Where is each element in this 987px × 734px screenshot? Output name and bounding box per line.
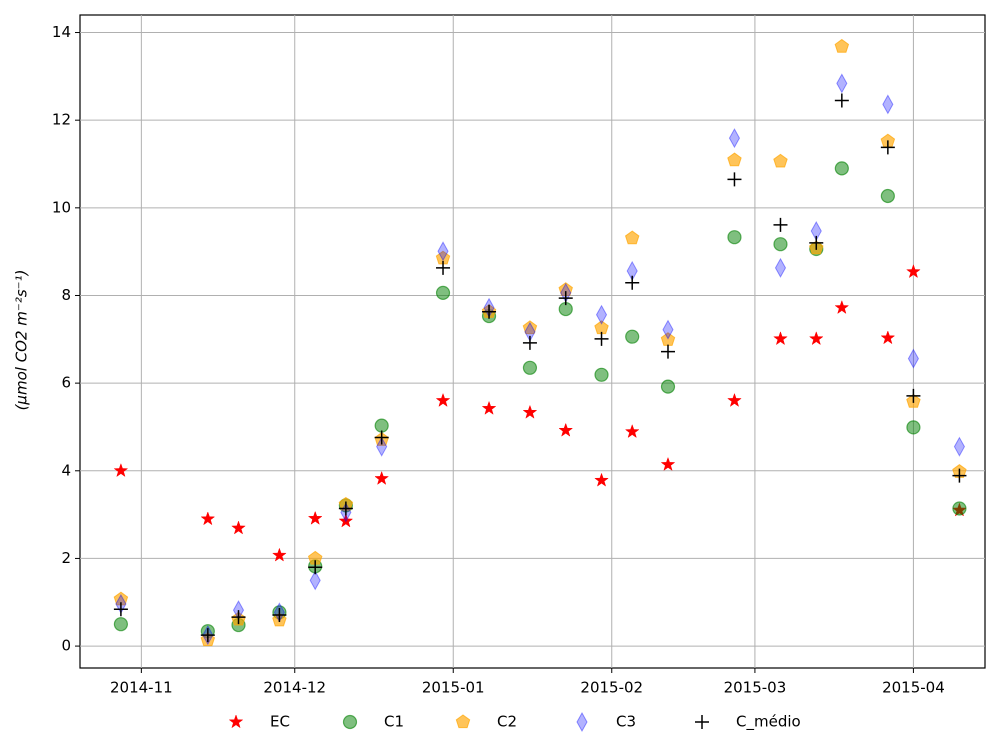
y-tick-label: 2	[61, 549, 71, 567]
point	[952, 501, 967, 516]
y-tick-label: 10	[52, 198, 71, 216]
y-axis-label: (μmol CO2 m⁻²s⁻¹)	[13, 270, 31, 411]
point	[727, 230, 742, 245]
y-tick-label: 6	[61, 374, 71, 392]
point	[374, 470, 390, 485]
legend-label: C_médio	[736, 713, 801, 732]
point	[307, 510, 323, 525]
legend-label: EC	[270, 713, 290, 731]
y-tick-label: 8	[61, 286, 71, 304]
point	[522, 320, 538, 335]
legend-marker	[695, 715, 709, 729]
point	[200, 628, 215, 643]
point	[338, 501, 353, 516]
point	[906, 264, 921, 279]
point	[836, 73, 848, 94]
x-tick-label: 2015-01	[422, 679, 485, 697]
point	[435, 285, 451, 300]
point	[594, 367, 609, 382]
point	[880, 140, 895, 155]
point	[437, 241, 449, 262]
point	[952, 468, 967, 483]
point	[558, 291, 573, 306]
point	[482, 304, 497, 319]
legend-label: C1	[384, 713, 404, 731]
point	[624, 424, 640, 439]
point	[660, 379, 676, 394]
point	[727, 172, 742, 187]
point	[113, 602, 128, 617]
point	[625, 329, 640, 344]
legend-label: C3	[616, 713, 636, 731]
point	[727, 392, 742, 407]
point	[773, 331, 788, 346]
point	[907, 348, 919, 369]
point	[880, 330, 896, 345]
legend-marker	[576, 711, 588, 733]
point	[436, 260, 451, 275]
point	[906, 388, 921, 403]
point	[834, 93, 849, 108]
point	[308, 560, 323, 575]
point	[662, 319, 674, 340]
point	[595, 304, 608, 325]
point	[231, 520, 246, 535]
point	[522, 335, 537, 350]
x-tick-label: 2015-04	[882, 679, 945, 697]
point	[834, 299, 850, 315]
point	[272, 547, 287, 562]
point	[594, 331, 609, 346]
point	[773, 237, 788, 252]
legend-marker	[342, 714, 358, 730]
point	[773, 153, 788, 168]
point	[594, 472, 609, 487]
x-tick-label: 2014-11	[110, 679, 173, 697]
x-tick-label: 2015-02	[580, 679, 643, 697]
point	[880, 188, 895, 204]
point	[953, 436, 966, 457]
point	[660, 456, 676, 471]
point	[727, 152, 742, 167]
point	[834, 38, 850, 53]
point	[272, 607, 287, 622]
legend-label: C2	[497, 713, 517, 731]
x-tick-label: 2015-03	[724, 679, 787, 697]
point	[774, 257, 787, 278]
point	[808, 331, 824, 346]
y-tick-label: 12	[52, 111, 71, 129]
point	[522, 404, 538, 419]
point	[728, 128, 741, 149]
point	[882, 94, 894, 115]
y-tick-label: 4	[61, 461, 71, 479]
point	[558, 301, 573, 317]
point	[113, 617, 129, 632]
point	[200, 511, 216, 526]
legend-marker	[455, 714, 471, 729]
point	[113, 463, 129, 478]
point	[522, 360, 538, 375]
point	[834, 161, 849, 176]
x-tick-label: 2014-12	[263, 679, 326, 697]
y-tick-label: 0	[61, 637, 71, 655]
legend-marker	[228, 714, 244, 729]
y-tick-label: 14	[52, 23, 71, 41]
point	[374, 430, 389, 445]
point	[374, 418, 389, 433]
point	[809, 235, 824, 250]
plot-frame	[79, 14, 986, 669]
point	[625, 275, 640, 290]
point	[435, 392, 451, 407]
point	[231, 610, 246, 625]
point	[309, 570, 321, 591]
point	[773, 217, 788, 232]
point	[660, 344, 675, 359]
point	[624, 230, 640, 245]
point	[338, 513, 354, 528]
point	[481, 400, 497, 415]
point	[906, 420, 921, 435]
point	[558, 422, 574, 437]
point	[376, 436, 388, 457]
